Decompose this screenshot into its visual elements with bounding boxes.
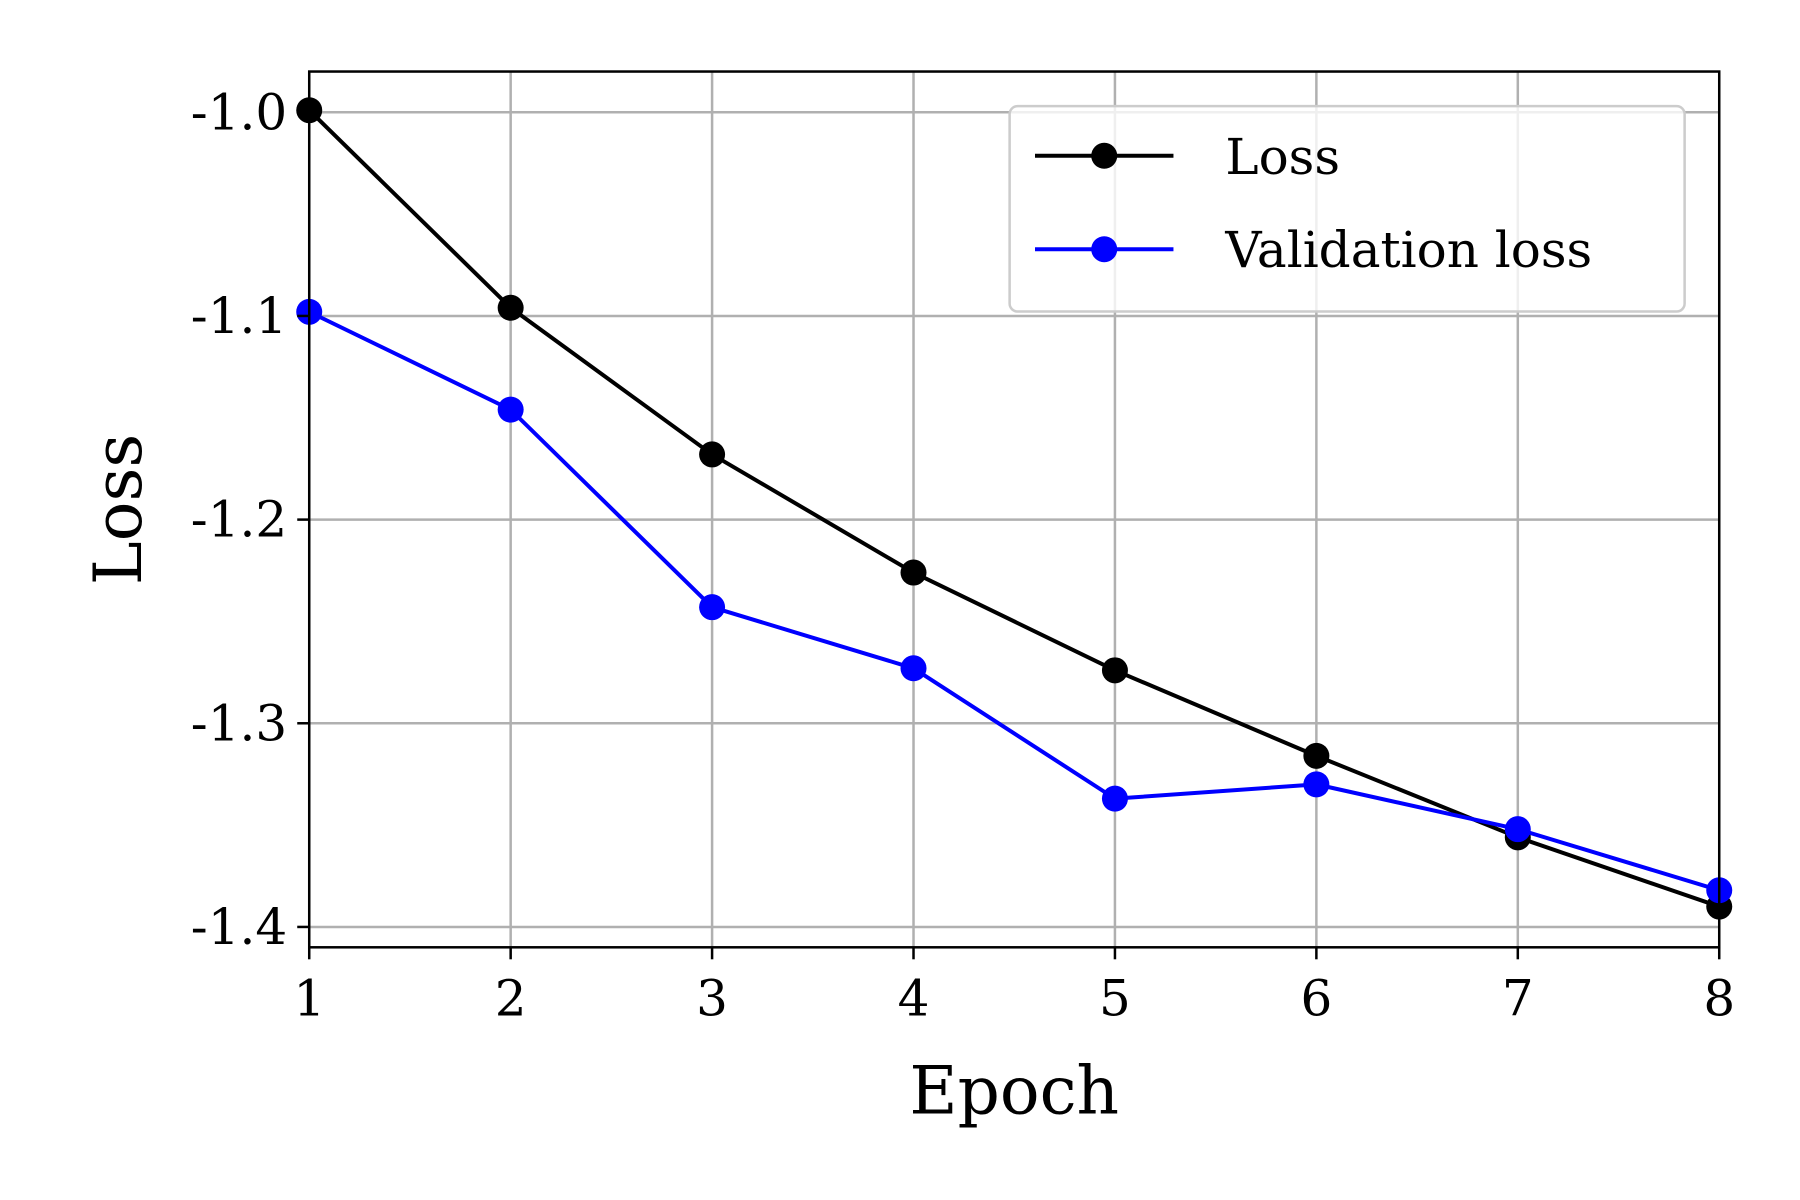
legend-item: Validation loss xyxy=(1035,221,1592,279)
x-tick-labels: 1 2 3 4 5 6 7 8 xyxy=(293,969,1735,1027)
legend-label: Validation loss xyxy=(1224,221,1592,279)
y-tick-label: -1.1 xyxy=(191,287,287,345)
y-tick-label: -1.4 xyxy=(191,898,287,956)
series-validation-loss xyxy=(296,298,1733,904)
x-tick-label: 6 xyxy=(1300,969,1332,1027)
x-axis-title: Epoch xyxy=(909,1052,1119,1129)
data-point-marker xyxy=(1303,771,1330,798)
data-point-marker xyxy=(1101,785,1128,812)
data-point-marker xyxy=(1101,657,1128,684)
legend-label: Loss xyxy=(1225,128,1340,186)
x-tick-label: 5 xyxy=(1099,969,1131,1027)
y-tick-label: -1.2 xyxy=(191,491,287,549)
data-series xyxy=(296,97,1733,920)
data-point-marker xyxy=(1504,816,1531,843)
axes-frame xyxy=(307,70,1721,949)
axis-ticks xyxy=(297,111,1721,960)
legend-marker-swatch xyxy=(1091,142,1118,169)
legend-box xyxy=(1008,104,1686,313)
y-axis-title: Loss xyxy=(80,434,157,585)
x-tick-label: 4 xyxy=(898,969,930,1027)
x-tick-label: 2 xyxy=(495,969,527,1027)
legend: Loss Validation loss xyxy=(1008,104,1686,313)
series-line xyxy=(308,310,1720,893)
data-point-marker xyxy=(699,594,726,621)
legend-item: Loss xyxy=(1035,128,1340,186)
data-point-marker xyxy=(497,396,524,423)
x-tick-label: 3 xyxy=(696,969,728,1027)
legend-marker-swatch xyxy=(1091,236,1118,263)
x-tick-label: 7 xyxy=(1502,969,1534,1027)
data-point-marker xyxy=(900,655,927,682)
data-point-marker xyxy=(497,294,524,321)
y-tick-label: -1.3 xyxy=(191,694,287,752)
data-point-marker xyxy=(1303,742,1330,769)
data-point-marker xyxy=(699,441,726,468)
y-tick-label: -1.0 xyxy=(191,83,287,141)
data-point-marker xyxy=(900,559,927,586)
x-tick-label: 8 xyxy=(1703,969,1735,1027)
y-tick-labels: -1.0 -1.1 -1.2 -1.3 -1.4 xyxy=(191,83,287,956)
x-tick-label: 1 xyxy=(293,969,325,1027)
